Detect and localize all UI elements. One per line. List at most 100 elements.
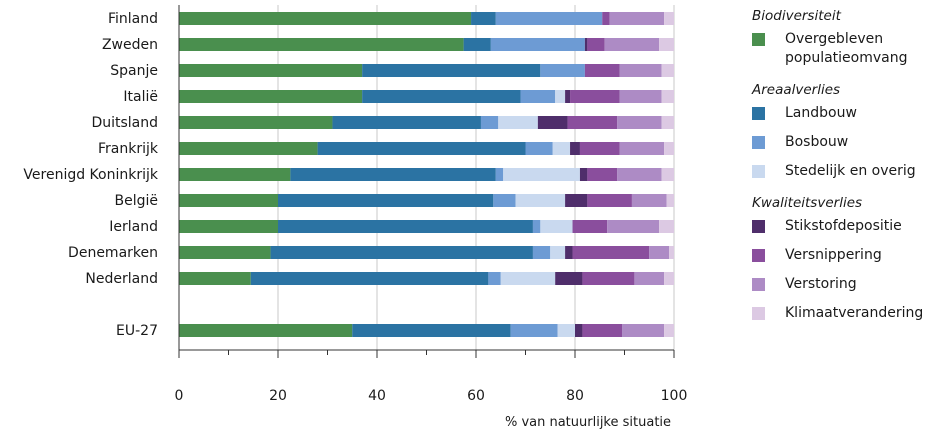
legend-label: Versnippering [785, 247, 882, 263]
bar-segment-belgi--1 [278, 194, 494, 207]
bar-segment-verenigd-koninkrijk-3 [503, 168, 580, 181]
category-label: Italië [123, 89, 158, 105]
bar-segment-verenigd-koninkrijk-1 [290, 168, 496, 181]
bar-segment-frankrijk-3 [552, 142, 571, 155]
legend-item: Versnippering [752, 246, 937, 265]
legend-swatch [752, 249, 765, 262]
bar-segment-eu-27-4 [575, 324, 583, 337]
legend-label: Stedelijk en overig [785, 163, 916, 179]
bar-segment-verenigd-koninkrijk-7 [661, 168, 674, 181]
bar-segment-nederland-6 [634, 272, 665, 285]
legend-swatch [752, 136, 765, 149]
bar-segment-spanje-1 [362, 64, 541, 77]
bar-segment-finland-7 [664, 12, 674, 25]
bar-segment-zweden-7 [659, 38, 674, 51]
legend-heading: Biodiversiteit [752, 8, 841, 24]
legend-swatch [752, 220, 765, 233]
bar-segment-ierland-7 [659, 220, 674, 233]
bar-segment-zweden-2 [490, 38, 585, 51]
category-label: Zweden [102, 37, 158, 53]
bar-segment-duitsland-6 [617, 116, 662, 129]
x-tick-label: 100 [661, 388, 688, 404]
legend-swatch [752, 307, 765, 320]
category-label: Duitsland [91, 115, 158, 131]
stacked-bar-chart: Finland Zweden Spanje Italië Duitsland Frankr… [23, 5, 688, 430]
legend-label: Klimaatverandering [785, 305, 924, 321]
legend: Biodiversiteit Overgebleven populatieomva… [752, 8, 937, 337]
legend-group: Areaalverlies Landbouw Bosbouw Stedelijk en… [752, 82, 937, 181]
bar-segment-nederland-4 [555, 272, 583, 285]
bar-segment-ierland-1 [278, 220, 533, 233]
category-label: EU-27 [116, 323, 158, 339]
bar-segment-itali--2 [520, 90, 556, 103]
bar-segment-itali--0 [179, 90, 363, 103]
bar-segment-denemarken-6 [649, 246, 670, 259]
category-label: Verenigd Koninkrijk [23, 167, 158, 183]
bar-segment-itali--1 [362, 90, 521, 103]
bar-segment-frankrijk-4 [570, 142, 580, 155]
legend-item: Stedelijk en overig [752, 162, 937, 181]
bar-segment-belgi--7 [666, 194, 674, 207]
bar-segment-denemarken-3 [550, 246, 566, 259]
legend-swatch [752, 33, 765, 46]
bar-segment-itali--7 [661, 90, 674, 103]
category-label: Ierland [109, 219, 158, 235]
category-label: België [115, 193, 159, 209]
bar-segment-nederland-2 [488, 272, 501, 285]
bar-segment-duitsland-2 [480, 116, 499, 129]
bar-segment-eu-27-2 [510, 324, 558, 337]
bar-segment-finland-2 [495, 12, 603, 25]
bars [179, 12, 674, 337]
bar-segment-spanje-2 [540, 64, 585, 77]
bar-segment-belgi--5 [587, 194, 632, 207]
bar-segment-belgi--4 [565, 194, 588, 207]
bar-segment-duitsland-0 [179, 116, 333, 129]
bar-segment-verenigd-koninkrijk-4 [579, 168, 588, 181]
category-label: Frankrijk [98, 141, 159, 157]
bar-segment-zweden-6 [604, 38, 660, 51]
legend-item: Verstoring [752, 275, 937, 294]
bar-segment-eu-27-0 [179, 324, 353, 337]
bar-segment-ierland-2 [532, 220, 541, 233]
bar-segment-frankrijk-0 [179, 142, 318, 155]
legend-item: Stikstofdepositie [752, 217, 937, 236]
bar-segment-zweden-4 [584, 38, 588, 51]
x-axis: 0 20 40 60 80 100 [175, 5, 688, 404]
bar-segment-spanje-7 [661, 64, 674, 77]
bar-segment-zweden-1 [463, 38, 491, 51]
bar-segment-eu-27-7 [664, 324, 674, 337]
bar-segment-denemarken-1 [270, 246, 533, 259]
bar-segment-nederland-5 [582, 272, 635, 285]
bar-segment-spanje-5 [584, 64, 620, 77]
bar-segment-verenigd-koninkrijk-6 [617, 168, 662, 181]
bar-segment-finland-5 [602, 12, 610, 25]
x-axis-title: % van natuurlijke situatie [505, 415, 671, 430]
legend-label: Overgebleven populatieomvang [785, 31, 908, 66]
legend-item: Bosbouw [752, 133, 937, 152]
bar-segment-eu-27-3 [557, 324, 575, 337]
bar-segment-zweden-5 [587, 38, 605, 51]
legend-label: Stikstofdepositie [785, 218, 902, 234]
legend-group: Kwaliteitsverlies Stikstofdepositie Versni… [752, 195, 937, 323]
bar-segment-eu-27-5 [582, 324, 623, 337]
bar-segment-ierland-3 [540, 220, 573, 233]
category-label: Finland [108, 11, 158, 27]
legend-label: Bosbouw [785, 134, 849, 150]
bar-segment-denemarken-7 [669, 246, 674, 259]
bar-segment-belgi--0 [179, 194, 278, 207]
bar-segment-nederland-7 [664, 272, 674, 285]
legend-item: Overgebleven populatieomvang [752, 30, 937, 68]
bar-segment-belgi--3 [515, 194, 566, 207]
bar-segment-frankrijk-6 [619, 142, 665, 155]
bar-segment-frankrijk-1 [317, 142, 526, 155]
bar-segment-ierland-6 [607, 220, 660, 233]
bar-segment-nederland-1 [250, 272, 489, 285]
bar-segment-denemarken-2 [532, 246, 551, 259]
bar-segment-itali--6 [619, 90, 662, 103]
bar-segment-nederland-3 [500, 272, 556, 285]
bar-segment-verenigd-koninkrijk-0 [179, 168, 291, 181]
bar-segment-spanje-0 [179, 64, 363, 77]
bar-segment-duitsland-1 [332, 116, 481, 129]
bar-segment-duitsland-4 [537, 116, 568, 129]
bar-segment-denemarken-0 [179, 246, 271, 259]
